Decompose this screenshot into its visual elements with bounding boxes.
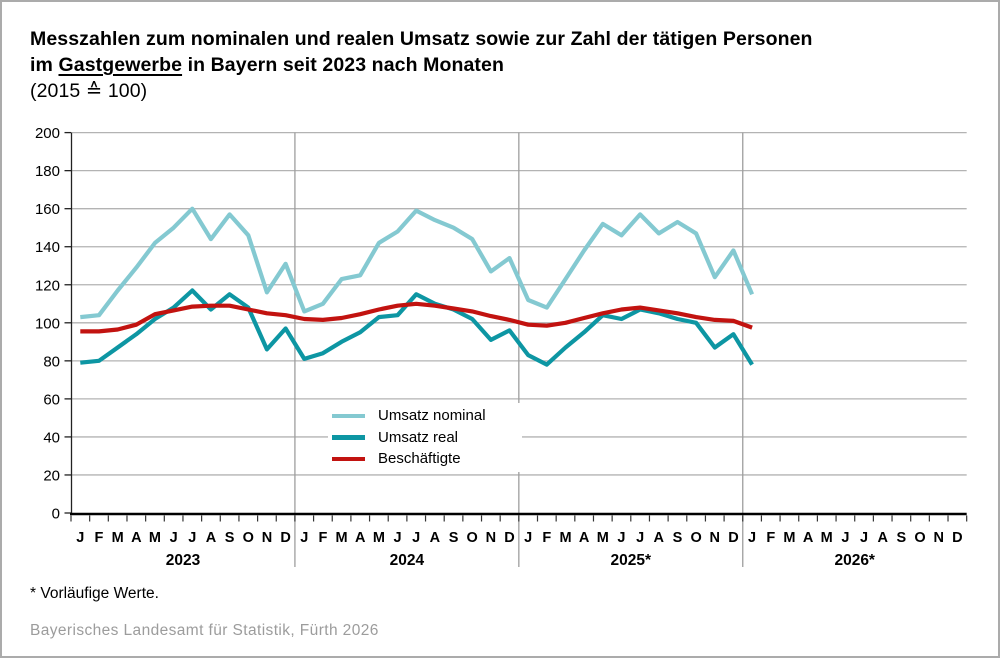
month-label: A xyxy=(654,530,665,546)
month-label: J xyxy=(170,530,178,546)
legend-swatch-beschaeftigte xyxy=(332,456,365,461)
legend-label-umsatz-nominal: Umsatz nominal xyxy=(378,407,486,425)
series-line-besch-ftigte xyxy=(80,301,753,334)
month-label: N xyxy=(710,530,720,546)
month-label: J xyxy=(412,530,420,546)
month-label: F xyxy=(766,530,775,546)
month-label: O xyxy=(690,530,701,546)
month-label: A xyxy=(131,530,142,546)
month-label: J xyxy=(636,530,644,546)
legend-item-umsatz-real: Umsatz real xyxy=(332,427,522,449)
month-label: A xyxy=(803,530,814,546)
month-label: M xyxy=(373,530,385,546)
month-label: J xyxy=(76,530,84,546)
year-label-2025*: 2025* xyxy=(611,552,652,569)
legend-item-beschaeftigte: Beschäftigte xyxy=(332,448,522,470)
month-label: A xyxy=(579,530,590,546)
month-label: N xyxy=(262,530,272,546)
year-label-2026*: 2026* xyxy=(834,552,875,569)
month-label: S xyxy=(225,530,235,546)
chart-title-line1: Messzahlen zum nominalen und realen Umsa… xyxy=(30,28,813,50)
series-line-umsatz-nominal xyxy=(80,206,755,320)
month-label: N xyxy=(486,530,496,546)
y-axis-label-120: 120 xyxy=(35,277,60,294)
chart-subtitle-base-year: (2015 ≙ 100) xyxy=(30,80,148,102)
month-label: F xyxy=(318,530,327,546)
month-label: J xyxy=(524,530,532,546)
month-label: F xyxy=(542,530,551,546)
month-label: J xyxy=(617,530,625,546)
y-axis-label-100: 100 xyxy=(35,315,60,332)
year-label-2024: 2024 xyxy=(390,552,425,569)
month-label: M xyxy=(336,530,348,546)
month-label: D xyxy=(280,530,290,546)
month-label: S xyxy=(449,530,459,546)
month-label: A xyxy=(206,530,217,546)
y-axis-label-80: 80 xyxy=(43,353,60,370)
y-axis-label-0: 0 xyxy=(52,506,60,523)
legend: Umsatz nominal Umsatz real Beschäftigte xyxy=(328,403,522,472)
month-label: A xyxy=(430,530,441,546)
source-attribution: Bayerisches Landesamt für Statistik, Für… xyxy=(30,622,379,639)
month-label: F xyxy=(95,530,104,546)
chart-title-line2: im Gastgewerbe in Bayern seit 2023 nach … xyxy=(30,52,813,78)
chart-title-line2-suffix: in Bayern seit 2023 nach Monaten xyxy=(182,54,504,76)
legend-label-beschaeftigte: Beschäftigte xyxy=(378,450,461,468)
y-axis-label-40: 40 xyxy=(43,429,60,446)
y-axis-label-200: 200 xyxy=(35,125,60,142)
month-label: D xyxy=(504,530,514,546)
month-label: O xyxy=(914,530,925,546)
month-label: S xyxy=(897,530,907,546)
month-label: M xyxy=(821,530,833,546)
month-label: M xyxy=(559,530,571,546)
underlined-term-gastgewerbe: Gastgewerbe xyxy=(58,54,183,76)
month-label: M xyxy=(783,530,795,546)
month-label: N xyxy=(933,530,943,546)
month-label: J xyxy=(300,530,308,546)
legend-swatch-umsatz-nominal xyxy=(332,413,365,418)
month-label: J xyxy=(188,530,196,546)
month-label: J xyxy=(860,530,868,546)
month-label: M xyxy=(112,530,124,546)
y-axis-label-60: 60 xyxy=(43,391,60,408)
legend-swatch-umsatz-real xyxy=(332,435,365,440)
footnote-preliminary-values: * Vorläufige Werte. xyxy=(30,585,159,602)
month-label: J xyxy=(841,530,849,546)
series-line-umsatz-real xyxy=(80,288,754,367)
month-label: O xyxy=(467,530,478,546)
legend-item-umsatz-nominal: Umsatz nominal xyxy=(332,405,522,427)
month-label: A xyxy=(877,530,888,546)
month-label: D xyxy=(952,530,962,546)
chart-title: Messzahlen zum nominalen und realen Umsa… xyxy=(30,26,813,104)
y-axis-label-140: 140 xyxy=(35,239,60,256)
month-label: D xyxy=(728,530,738,546)
y-axis-label-160: 160 xyxy=(35,201,60,218)
year-label-2023: 2023 xyxy=(166,552,201,569)
month-label: M xyxy=(149,530,161,546)
y-axis-label-180: 180 xyxy=(35,163,60,180)
month-label: J xyxy=(394,530,402,546)
month-label: M xyxy=(597,530,609,546)
month-label: O xyxy=(243,530,254,546)
month-label: A xyxy=(355,530,366,546)
chart-title-line2-prefix: im xyxy=(30,54,59,76)
month-label: S xyxy=(673,530,683,546)
month-label: J xyxy=(748,530,756,546)
y-axis-label-20: 20 xyxy=(43,467,60,484)
legend-label-umsatz-real: Umsatz real xyxy=(378,428,459,446)
